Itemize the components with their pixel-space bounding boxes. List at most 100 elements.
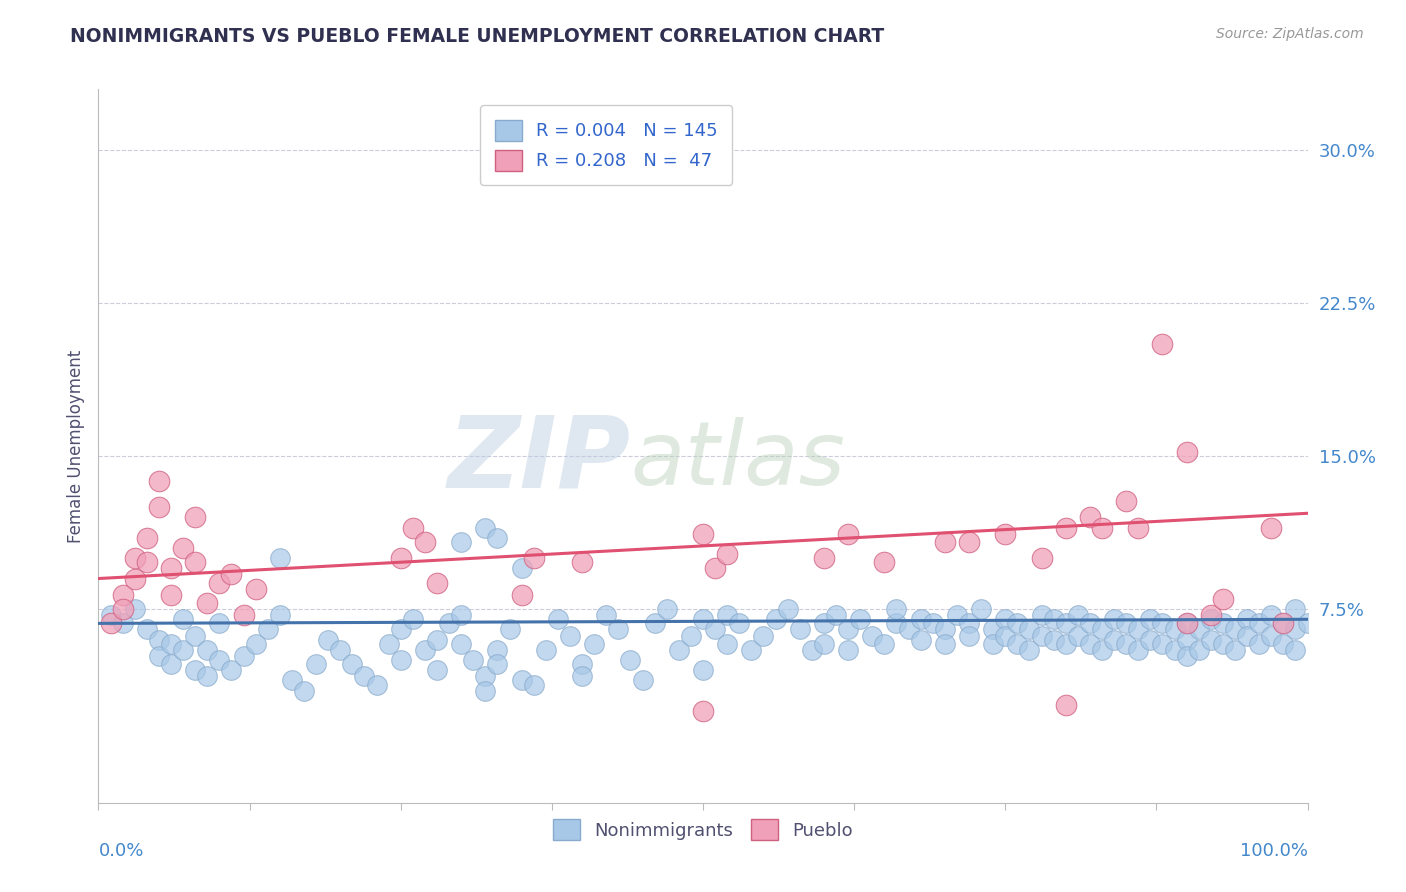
Point <box>413 643 436 657</box>
Point <box>692 704 714 718</box>
Point <box>474 520 496 534</box>
Point <box>426 575 449 590</box>
Point <box>377 637 399 651</box>
Point <box>1272 616 1295 631</box>
Point <box>1139 612 1161 626</box>
Point <box>970 602 993 616</box>
Point <box>292 683 315 698</box>
Point <box>595 608 617 623</box>
Point <box>558 629 581 643</box>
Point <box>1152 337 1174 351</box>
Point <box>172 612 194 626</box>
Point <box>716 547 738 561</box>
Point <box>837 643 859 657</box>
Point <box>934 623 956 637</box>
Point <box>305 657 328 672</box>
Point <box>111 602 134 616</box>
Point <box>111 588 134 602</box>
Point <box>1152 637 1174 651</box>
Point <box>523 677 546 691</box>
Point <box>1260 608 1282 623</box>
Point <box>1199 608 1222 623</box>
Point <box>1152 616 1174 631</box>
Point <box>534 643 557 657</box>
Text: NONIMMIGRANTS VS PUEBLO FEMALE UNEMPLOYMENT CORRELATION CHART: NONIMMIGRANTS VS PUEBLO FEMALE UNEMPLOYM… <box>70 27 884 45</box>
Point <box>1175 616 1198 631</box>
Text: ZIP: ZIP <box>447 412 630 508</box>
Point <box>498 623 520 637</box>
Point <box>1175 632 1198 647</box>
Point <box>655 602 678 616</box>
Text: 0.0%: 0.0% <box>98 842 143 860</box>
Point <box>208 616 231 631</box>
Point <box>921 616 943 631</box>
Point <box>813 551 835 566</box>
Point <box>1102 632 1125 647</box>
Point <box>1031 608 1053 623</box>
Point <box>981 637 1004 651</box>
Point <box>886 602 908 616</box>
Point <box>135 555 157 569</box>
Point <box>1139 632 1161 647</box>
Point <box>195 596 218 610</box>
Point <box>1054 637 1077 651</box>
Point <box>873 637 896 651</box>
Point <box>752 629 775 643</box>
Point <box>426 632 449 647</box>
Text: atlas: atlas <box>630 417 845 503</box>
Text: 100.0%: 100.0% <box>1240 842 1308 860</box>
Point <box>1212 591 1234 606</box>
Point <box>256 623 278 637</box>
Point <box>1054 520 1077 534</box>
Point <box>221 663 243 677</box>
Y-axis label: Female Unemployment: Female Unemployment <box>66 350 84 542</box>
Point <box>135 531 157 545</box>
Point <box>571 657 593 672</box>
Point <box>269 608 291 623</box>
Point <box>776 602 799 616</box>
Point <box>510 673 533 688</box>
Point <box>1260 629 1282 643</box>
Point <box>837 526 859 541</box>
Point <box>692 526 714 541</box>
Point <box>994 526 1017 541</box>
Point <box>1007 616 1029 631</box>
Point <box>607 623 630 637</box>
Point <box>1212 637 1234 651</box>
Point <box>195 643 218 657</box>
Point <box>957 616 980 631</box>
Point <box>450 534 472 549</box>
Point <box>124 551 146 566</box>
Point <box>160 637 183 651</box>
Point <box>1128 623 1150 637</box>
Point <box>957 534 980 549</box>
Point <box>910 632 932 647</box>
Point <box>1007 637 1029 651</box>
Point <box>135 623 157 637</box>
Point <box>124 572 146 586</box>
Point <box>957 629 980 643</box>
Point <box>1163 643 1185 657</box>
Point <box>474 669 496 683</box>
Point <box>366 677 388 691</box>
Point <box>837 623 859 637</box>
Point <box>148 632 170 647</box>
Point <box>245 582 267 596</box>
Point <box>463 653 485 667</box>
Point <box>1042 632 1064 647</box>
Point <box>450 637 472 651</box>
Point <box>1091 643 1114 657</box>
Point <box>1199 612 1222 626</box>
Point <box>704 623 727 637</box>
Point <box>571 669 593 683</box>
Point <box>800 643 823 657</box>
Point <box>510 588 533 602</box>
Point <box>208 575 231 590</box>
Point <box>789 623 811 637</box>
Point <box>994 612 1017 626</box>
Point <box>583 637 606 651</box>
Text: Source: ZipAtlas.com: Source: ZipAtlas.com <box>1216 27 1364 41</box>
Point <box>1128 520 1150 534</box>
Point <box>245 637 267 651</box>
Point <box>329 643 352 657</box>
